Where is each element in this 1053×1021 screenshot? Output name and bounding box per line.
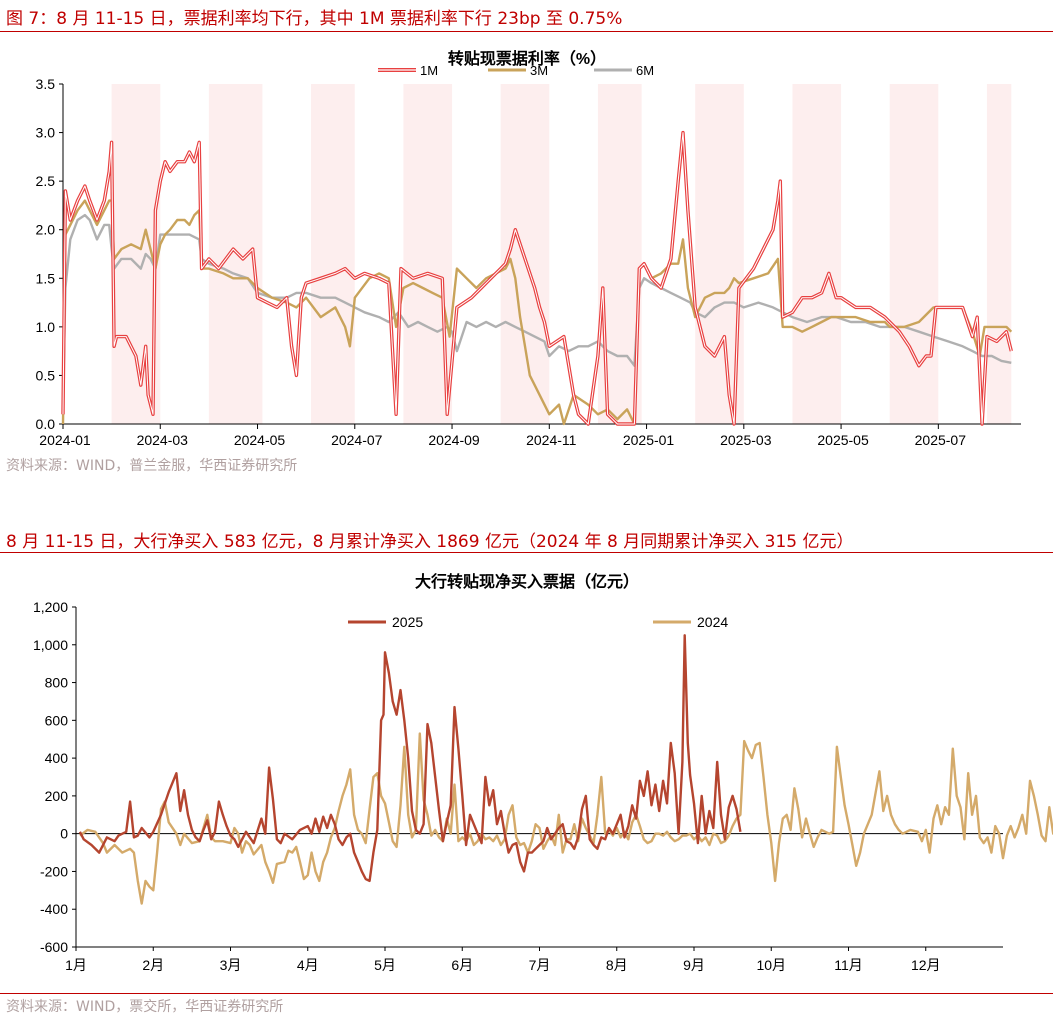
y-tick-label: 200 — [45, 788, 69, 804]
y-tick-label: 800 — [45, 675, 69, 691]
y-tick-label: 1.5 — [36, 270, 56, 286]
x-tick-label: 2024-01 — [39, 432, 91, 448]
y-tick-label: 2.0 — [36, 222, 56, 238]
series-line-3M — [61, 199, 1013, 426]
source-note-netbuy: 资料来源：WIND，票交所，华西证券研究所 — [6, 999, 284, 1015]
y-tick-label: 2.5 — [36, 173, 56, 189]
y-tick-label: 1.0 — [36, 319, 56, 335]
x-tick-label: 4月 — [297, 957, 319, 973]
y-tick-label: 0 — [60, 826, 68, 842]
chart-discount-rates: 转贴现票据利率（%） 1M 3M 6M 0.0 0.5 1.0 1.5 2.0 2.5 3.0 3.5… — [36, 49, 1021, 448]
y-tick-label: 0.0 — [36, 416, 56, 432]
x-tick-label: 2024-11 — [526, 432, 577, 448]
shaded-band — [311, 84, 355, 424]
y-tick-label: 1,000 — [33, 637, 68, 653]
x-tick-label: 5月 — [374, 957, 396, 973]
x-tick-label: 8月 — [606, 957, 628, 973]
series-line-inner-1M — [62, 132, 1012, 425]
x-tick-label: 6月 — [451, 957, 473, 973]
figure-title-rates: 图 7：8 月 11-15 日，票据利率均下行，其中 1M 票据利率下行 23b… — [6, 9, 623, 29]
x-tick-label: 2024-03 — [137, 432, 189, 448]
chart-bigbank-netbuy: 大行转贴现净买入票据（亿元） 2025 2024 -600 -400 -200 0 200 40… — [33, 572, 1053, 973]
y-tick-label: 3.5 — [36, 76, 56, 92]
shaded-band — [986, 84, 1012, 424]
y-tick-label: -600 — [40, 939, 68, 955]
y-tick-label: -200 — [40, 863, 68, 879]
source-note-rates: 资料来源：WIND，普兰金服，华西证券研究所 — [6, 458, 298, 474]
legend-label-2025: 2025 — [392, 614, 423, 630]
x-tick-label: 3月 — [220, 957, 242, 973]
y-tick-label: -400 — [40, 901, 68, 917]
x-tick-label: 2025-05 — [817, 432, 869, 448]
y-tick-label: 400 — [45, 750, 69, 766]
series-line-2025 — [78, 634, 742, 883]
x-tick-label: 2024-07 — [331, 432, 383, 448]
title-rule-top — [0, 31, 1053, 32]
legend-label-2024: 2024 — [697, 614, 728, 630]
shaded-band — [792, 84, 842, 424]
legend-label-6M: 6M — [636, 63, 654, 78]
figure-title-netbuy: 8 月 11-15 日，大行净买入 583 亿元，8 月累计净买入 1869 亿… — [6, 532, 854, 552]
title-rule-middle — [0, 552, 1053, 553]
series-line-2024 — [79, 732, 1053, 905]
x-tick-label: 1月 — [65, 957, 87, 973]
y-tick-label: 3.0 — [36, 125, 56, 141]
x-tick-label: 2月 — [142, 957, 164, 973]
y-tick-label: 600 — [45, 712, 69, 728]
chart-title: 大行转贴现净买入票据（亿元） — [415, 572, 639, 591]
x-tick-label: 11月 — [834, 957, 863, 973]
legend-label-1M: 1M — [420, 63, 438, 78]
x-tick-label: 10月 — [756, 957, 786, 973]
y-tick-label: 0.5 — [36, 367, 56, 383]
x-tick-label: 7月 — [529, 957, 551, 973]
x-tick-label: 2024-05 — [234, 432, 286, 448]
x-tick-label: 2025-07 — [915, 432, 967, 448]
x-tick-label: 12月 — [911, 957, 941, 973]
x-tick-label: 2024-09 — [428, 432, 480, 448]
source-rule-bottom — [0, 993, 1053, 994]
shaded-band — [889, 84, 939, 424]
x-tick-label: 2025-01 — [623, 432, 675, 448]
chart-title: 转贴现票据利率（%） — [448, 49, 606, 68]
y-tick-label: 1,200 — [33, 599, 68, 615]
legend-label-3M: 3M — [530, 63, 548, 78]
x-tick-label: 2025-03 — [720, 432, 772, 448]
x-tick-label: 9月 — [683, 957, 705, 973]
